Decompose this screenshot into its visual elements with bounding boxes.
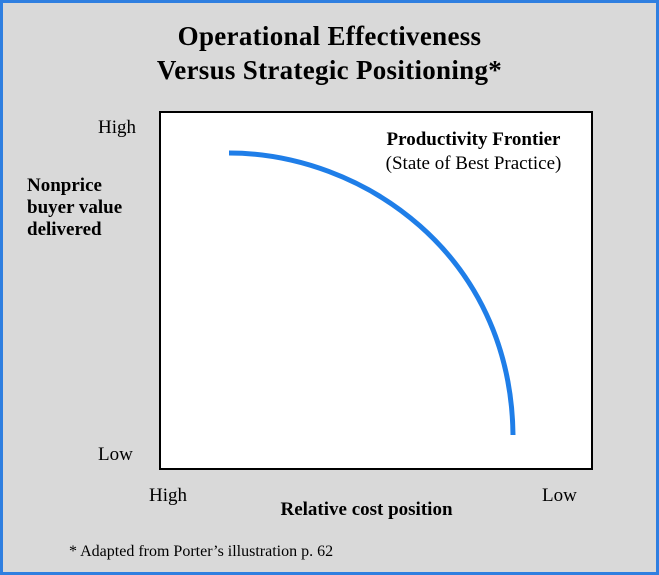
x-axis-title: Relative cost position xyxy=(280,499,453,520)
title-line-1: Operational Effectiveness xyxy=(177,21,482,51)
productivity-frontier-curve xyxy=(228,150,516,436)
y-axis-low-label: Low xyxy=(98,444,133,465)
frontier-title: Productivity Frontier xyxy=(386,129,561,150)
x-axis-low-label: Low xyxy=(542,485,577,506)
y-axis-title-line-3: delivered xyxy=(27,219,102,240)
footnote: * Adapted from Porter’s illustration p. … xyxy=(69,543,334,560)
plot-area: Productivity Frontier (State of Best Pra… xyxy=(159,111,593,470)
y-axis-title: Nonprice buyer value delivered xyxy=(27,175,122,241)
frontier-curve-canvas xyxy=(228,150,516,436)
y-axis-title-line-2: buyer value xyxy=(27,197,123,218)
title-line-2: Versus Strategic Positioning* xyxy=(156,55,503,85)
x-axis-high-label: High xyxy=(149,485,187,506)
frontier-subtitle: (State of Best Practice) xyxy=(385,153,562,174)
diagram-title: Operational Effectiveness Versus Strateg… xyxy=(3,19,656,87)
y-axis-high-label: High xyxy=(98,117,136,138)
y-axis-title-line-1: Nonprice xyxy=(27,175,102,196)
